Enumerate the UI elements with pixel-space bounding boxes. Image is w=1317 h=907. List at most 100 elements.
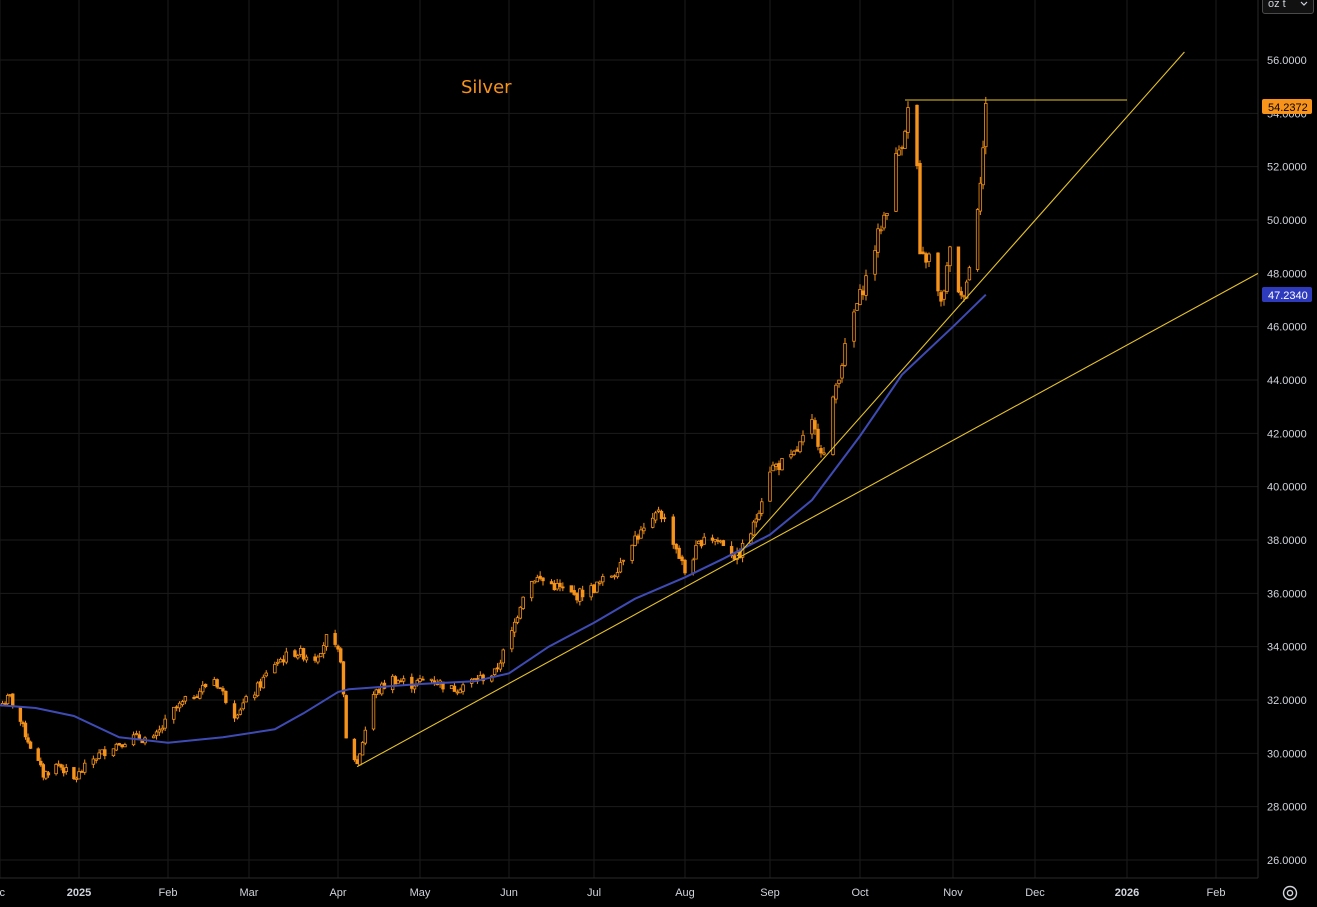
candle (23, 720, 28, 740)
candle (111, 748, 116, 757)
candle-body (924, 253, 928, 263)
candle (662, 513, 667, 523)
price-tick-label: 40.0000 (1267, 482, 1307, 494)
candle (59, 763, 63, 771)
candle (822, 447, 826, 456)
candle (261, 674, 266, 689)
candle (792, 449, 796, 456)
candle (924, 251, 928, 269)
price-tick-label: 28.0000 (1267, 802, 1307, 814)
candle-body (39, 760, 43, 766)
price-tick-label: 32.0000 (1267, 695, 1307, 707)
candle-body (83, 762, 87, 773)
candle (861, 285, 865, 300)
candle (5, 693, 10, 705)
candle (837, 379, 841, 388)
time-tick-label: Dec (1025, 887, 1045, 899)
candle (774, 462, 778, 471)
gear-icon[interactable] (1281, 884, 1299, 902)
candle (834, 383, 838, 404)
price-tick-label: 38.0000 (1267, 535, 1307, 547)
candle (39, 757, 43, 767)
candle (64, 763, 68, 775)
candle-body (244, 696, 248, 703)
candle-body (412, 685, 417, 690)
candle (358, 753, 362, 766)
candle-body (111, 748, 116, 757)
trendline[interactable] (356, 272, 1259, 768)
candle (301, 647, 306, 662)
candle-body (103, 749, 107, 757)
candle (304, 654, 309, 663)
candle (532, 580, 537, 584)
chevron-down-icon (1300, 0, 1308, 10)
price-axis[interactable]: 26.0000 28.0000 30.0000 32.0000 34.0000 36.00… (1267, 55, 1307, 867)
candle-body (552, 582, 557, 591)
candle (840, 363, 844, 383)
candle (633, 530, 637, 547)
candle-body (396, 680, 400, 684)
candle-body (198, 690, 202, 699)
candle (449, 685, 454, 689)
candle-body (532, 580, 537, 584)
candle-body (498, 662, 503, 670)
price-tick-label: 48.0000 (1267, 268, 1307, 280)
candle (572, 585, 576, 596)
candle-body (962, 295, 966, 298)
candle (421, 676, 425, 681)
candle (154, 729, 159, 740)
time-axis[interactable]: Dec 2025 Feb Mar Apr May Jun Jul Aug Sep Oct Nov Dec… (0, 887, 1225, 899)
candle-body (284, 651, 289, 663)
time-tick-label: 2025 (67, 887, 91, 899)
candle (472, 678, 477, 680)
candle-body (642, 527, 646, 532)
candle-body (212, 679, 216, 686)
candle-body (380, 683, 384, 695)
candle-body (555, 583, 559, 590)
candle (777, 460, 781, 476)
candle-body (172, 706, 176, 720)
candle-body (754, 518, 758, 523)
trendline[interactable] (736, 51, 1185, 557)
candle-body (615, 572, 620, 578)
candle (371, 691, 376, 731)
candle-body (729, 546, 734, 557)
candle-body (630, 544, 634, 561)
candle-body (355, 759, 359, 765)
candle-body (273, 664, 277, 674)
candle-body (177, 702, 182, 709)
candle-body (915, 104, 919, 167)
candle-body (677, 547, 681, 559)
candle (253, 691, 257, 701)
candle (224, 690, 228, 705)
candle (157, 725, 162, 736)
candle (959, 286, 963, 300)
candle-body (569, 585, 574, 593)
time-tick-label: Sep (760, 887, 780, 899)
time-tick-label: Aug (675, 887, 695, 899)
time-tick-label: Feb (159, 887, 178, 899)
candle (492, 668, 497, 677)
candle (618, 557, 623, 574)
time-tick-label: Jun (500, 887, 518, 899)
candle-body (855, 303, 859, 311)
candle (46, 770, 51, 778)
candle-body (900, 147, 904, 149)
candle (852, 309, 856, 348)
candle-body (894, 153, 898, 212)
candle-body (816, 428, 820, 447)
candle (771, 461, 775, 472)
unit-selector[interactable]: oz t (1262, 0, 1314, 14)
candle-body (304, 656, 309, 661)
candle-body (316, 656, 320, 663)
candle-body (801, 434, 805, 443)
candle (360, 741, 365, 756)
candle-body (732, 555, 737, 560)
candle (241, 698, 245, 711)
candle-body (374, 689, 378, 696)
candle-body (598, 581, 602, 584)
candle-body (879, 229, 883, 232)
candle-body (77, 771, 81, 780)
candle-body (28, 741, 33, 749)
candle-body (760, 501, 764, 514)
